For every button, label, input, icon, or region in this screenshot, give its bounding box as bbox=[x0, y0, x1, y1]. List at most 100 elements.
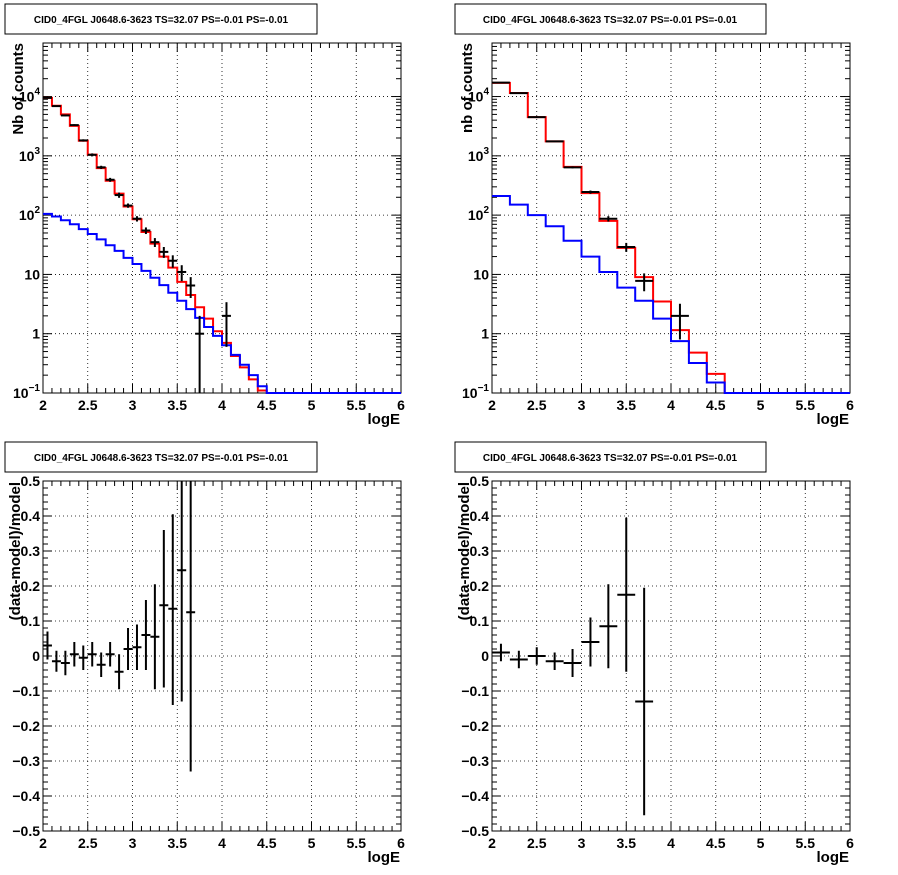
data-point bbox=[141, 227, 151, 235]
x-tick-label: 5 bbox=[757, 835, 765, 851]
y-tick-label: 0.3 bbox=[21, 543, 41, 559]
y-tick-label: −0.5 bbox=[461, 823, 489, 839]
pad-title-box: CID0_4FGL J0648.6-3623 TS=32.07 PS=-0.01… bbox=[4, 3, 318, 35]
data-point bbox=[132, 624, 142, 670]
data-point bbox=[51, 105, 61, 108]
y-tick-label: 103 bbox=[19, 146, 41, 164]
x-tick-label: 4.5 bbox=[706, 835, 726, 851]
data-point bbox=[159, 530, 169, 688]
y-tick-label: 0 bbox=[32, 648, 40, 664]
y-tick-label: 0.2 bbox=[21, 578, 41, 594]
data-point bbox=[69, 642, 79, 667]
x-tick-label: 2 bbox=[39, 397, 47, 413]
pad-bottom-right: CID0_4FGL J0648.6-3623 TS=32.07 PS=-0.01… bbox=[454, 441, 854, 866]
x-tick-label: 4 bbox=[218, 835, 226, 851]
x-axis-title: logE bbox=[368, 411, 401, 428]
x-tick-label: 4.5 bbox=[257, 835, 277, 851]
pad-top-left: CID0_4FGL J0648.6-3623 TS=32.07 PS=-0.01… bbox=[4, 3, 405, 428]
data-point bbox=[599, 584, 618, 669]
x-tick-label: 3 bbox=[129, 835, 137, 851]
data-point bbox=[671, 303, 689, 340]
data-point bbox=[599, 216, 618, 222]
x-tick-label: 6 bbox=[846, 835, 854, 851]
data-point bbox=[581, 190, 600, 194]
x-tick-label: 3 bbox=[578, 835, 586, 851]
data-point bbox=[60, 650, 70, 676]
x-tick-label: 3.5 bbox=[168, 397, 188, 413]
y-tick-label: 0.4 bbox=[470, 508, 490, 524]
y-tick-label: 104 bbox=[19, 87, 41, 105]
data-point bbox=[617, 517, 636, 672]
histogram-step-line bbox=[492, 195, 850, 394]
x-tick-label: 5.5 bbox=[796, 397, 816, 413]
x-tick-label: 5 bbox=[308, 397, 316, 413]
plot-area-content: 2 2.5 3 3.5 4 4.5 5 5.5 6 −0.5 −0.4 −0.3 −0.2 −0.1 0 0.… bbox=[461, 473, 854, 851]
axis-ticks bbox=[42, 480, 402, 832]
x-tick-label: 3.5 bbox=[617, 397, 637, 413]
x-tick-label: 2.5 bbox=[527, 835, 547, 851]
data-point bbox=[177, 265, 187, 282]
x-tick-label: 3.5 bbox=[168, 835, 188, 851]
y-axis-title: nb of counts bbox=[459, 43, 476, 133]
data-point bbox=[43, 96, 52, 99]
data-point bbox=[635, 273, 654, 292]
data-point bbox=[509, 92, 528, 95]
data-point bbox=[51, 650, 61, 672]
x-axis-title: logE bbox=[817, 849, 850, 866]
pad-title-box: CID0_4FGL J0648.6-3623 TS=32.07 PS=-0.01… bbox=[4, 441, 318, 473]
x-tick-label: 6 bbox=[846, 397, 854, 413]
data-point bbox=[635, 587, 654, 816]
data-point bbox=[105, 642, 115, 667]
y-tick-label: 0.1 bbox=[470, 613, 490, 629]
y-tick-label: −0.1 bbox=[461, 683, 489, 699]
data-point bbox=[132, 216, 142, 222]
x-tick-label: 5.5 bbox=[347, 835, 367, 851]
data-point bbox=[563, 166, 582, 169]
y-tick-label: 10−1 bbox=[13, 383, 40, 401]
data-point bbox=[545, 140, 564, 143]
y-tick-label: 10 bbox=[24, 266, 40, 282]
y-tick-label: −0.3 bbox=[461, 753, 489, 769]
x-tick-label: 2 bbox=[488, 397, 496, 413]
x-tick-label: 2.5 bbox=[78, 397, 98, 413]
y-tick-label: −0.2 bbox=[12, 718, 40, 734]
x-tick-label: 2 bbox=[488, 835, 496, 851]
data-point bbox=[87, 642, 97, 667]
x-tick-label: 2 bbox=[39, 835, 47, 851]
pad-title-box: CID0_4FGL J0648.6-3623 TS=32.07 PS=-0.01… bbox=[454, 441, 767, 473]
y-tick-label: 0.1 bbox=[21, 613, 41, 629]
data-point bbox=[527, 647, 546, 665]
data-point bbox=[177, 481, 187, 702]
data-point bbox=[581, 617, 600, 667]
y-tick-label: 0.5 bbox=[21, 473, 41, 489]
data-point bbox=[509, 650, 528, 669]
data-point bbox=[43, 631, 52, 660]
x-axis-title: logE bbox=[817, 411, 850, 428]
data-point bbox=[96, 652, 106, 677]
data-point bbox=[141, 600, 151, 670]
x-tick-label: 5.5 bbox=[796, 835, 816, 851]
data-point bbox=[69, 124, 79, 127]
data-point bbox=[114, 192, 124, 198]
y-tick-label: 104 bbox=[468, 87, 490, 105]
x-tick-label: 2.5 bbox=[527, 397, 547, 413]
data-point bbox=[123, 203, 133, 208]
pad-title-box: CID0_4FGL J0648.6-3623 TS=32.07 PS=-0.01… bbox=[454, 3, 767, 35]
y-axis-title: Nb of counts bbox=[10, 43, 27, 135]
x-tick-label: 3 bbox=[578, 397, 586, 413]
x-tick-label: 5 bbox=[308, 835, 316, 851]
x-tick-label: 4.5 bbox=[706, 397, 726, 413]
x-tick-label: 4.5 bbox=[257, 397, 277, 413]
y-tick-label: 102 bbox=[468, 205, 490, 223]
data-point bbox=[545, 652, 564, 670]
x-tick-label: 5 bbox=[757, 397, 765, 413]
data-point bbox=[78, 139, 88, 142]
x-tick-label: 3 bbox=[129, 397, 137, 413]
y-tick-label: −0.1 bbox=[12, 683, 40, 699]
y-tick-label: 0 bbox=[481, 648, 489, 664]
axis-ticks bbox=[42, 42, 402, 394]
histogram-step-line bbox=[43, 212, 401, 394]
y-tick-label: 0.2 bbox=[470, 578, 490, 594]
y-tick-label: −0.3 bbox=[12, 753, 40, 769]
